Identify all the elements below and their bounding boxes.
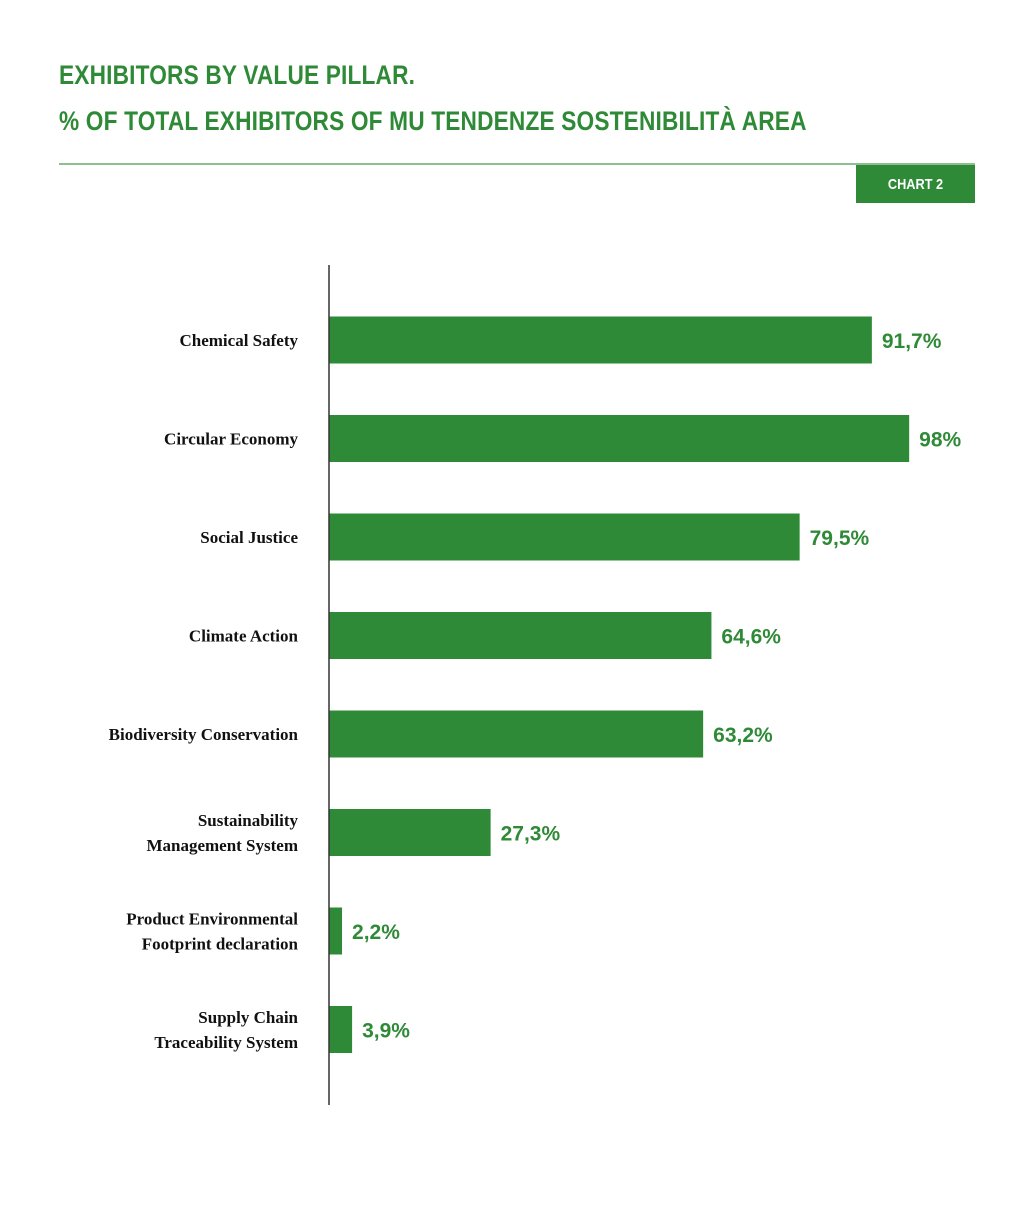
bar [329,316,872,364]
header-divider [59,163,975,165]
bar-value-label: 3,9% [362,1020,410,1043]
category-label: Social Justice [200,528,298,547]
bar-value-label: 91,7% [882,330,942,353]
bar-value-label: 98% [919,429,961,452]
category-label: Circular Economy [164,430,298,449]
category-label: Biodiversity Conservation [109,725,299,744]
bar [329,415,910,462]
bar-value-label: 79,5% [810,527,870,550]
bar-value-label: 64,6% [721,626,781,649]
chart-title-line-1: EXHIBITORS BY VALUE PILLAR. [59,60,416,90]
chart-title: EXHIBITORS BY VALUE PILLAR. % OF TOTAL E… [59,52,807,144]
chart-number-label: CHART 2 [887,175,944,193]
bar [329,612,712,659]
category-label: Product Environmental [126,910,298,929]
chart-title-line-2: % OF TOTAL EXHIBITORS OF MU TENDENZE SOS… [59,106,807,136]
bar [329,1006,353,1053]
category-label: Climate Action [189,627,299,646]
category-label: Sustainability [198,811,299,830]
bar-value-label: 27,3% [501,823,561,846]
category-label: Chemical Safety [179,331,298,350]
bar [329,710,704,758]
category-label: Footprint declaration [142,935,299,954]
category-label: Traceability System [154,1033,298,1052]
bar [329,513,800,561]
category-label: Supply Chain [198,1008,298,1027]
chart-number-tag: CHART 2 [856,165,975,203]
category-label: Management System [146,836,298,855]
bar [329,907,343,955]
bar-value-label: 2,2% [352,921,400,944]
bar [329,809,491,856]
bar-value-label: 63,2% [713,724,773,747]
